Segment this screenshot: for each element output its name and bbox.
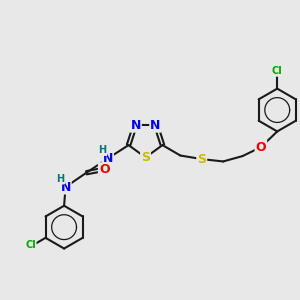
Text: O: O (99, 163, 110, 176)
Text: N: N (103, 152, 113, 165)
Text: S: S (197, 153, 206, 166)
Text: N: N (130, 119, 141, 132)
Text: O: O (256, 141, 266, 154)
Text: N: N (60, 181, 71, 194)
Text: S: S (141, 151, 150, 164)
Text: Cl: Cl (272, 66, 283, 76)
Text: H: H (98, 145, 106, 155)
Text: N: N (150, 119, 161, 132)
Text: H: H (56, 174, 64, 184)
Text: Cl: Cl (25, 239, 36, 250)
